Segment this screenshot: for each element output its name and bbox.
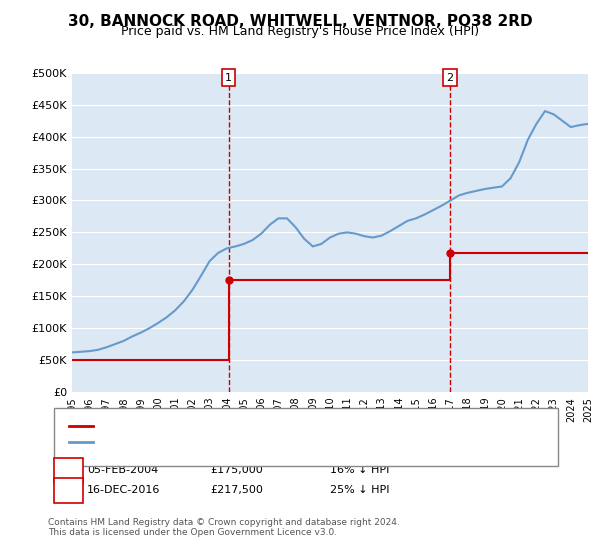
Text: £175,000: £175,000 <box>210 465 263 475</box>
Text: £217,500: £217,500 <box>210 485 263 495</box>
Text: 1: 1 <box>65 465 72 475</box>
Text: 2: 2 <box>65 485 72 495</box>
Text: Price paid vs. HM Land Registry's House Price Index (HPI): Price paid vs. HM Land Registry's House … <box>121 25 479 38</box>
Text: 30, BANNOCK ROAD, WHITWELL, VENTNOR, PO38 2RD (detached house): 30, BANNOCK ROAD, WHITWELL, VENTNOR, PO3… <box>97 421 476 431</box>
Text: HPI: Average price, detached house, Isle of Wight: HPI: Average price, detached house, Isle… <box>97 437 355 447</box>
Text: 16-DEC-2016: 16-DEC-2016 <box>87 485 160 495</box>
Text: 30, BANNOCK ROAD, WHITWELL, VENTNOR, PO38 2RD: 30, BANNOCK ROAD, WHITWELL, VENTNOR, PO3… <box>68 14 532 29</box>
Text: 2: 2 <box>446 73 453 83</box>
Text: 16% ↓ HPI: 16% ↓ HPI <box>330 465 389 475</box>
Text: 25% ↓ HPI: 25% ↓ HPI <box>330 485 389 495</box>
Text: Contains HM Land Registry data © Crown copyright and database right 2024.
This d: Contains HM Land Registry data © Crown c… <box>48 518 400 538</box>
Text: 1: 1 <box>225 73 232 83</box>
Text: 05-FEB-2004: 05-FEB-2004 <box>87 465 158 475</box>
